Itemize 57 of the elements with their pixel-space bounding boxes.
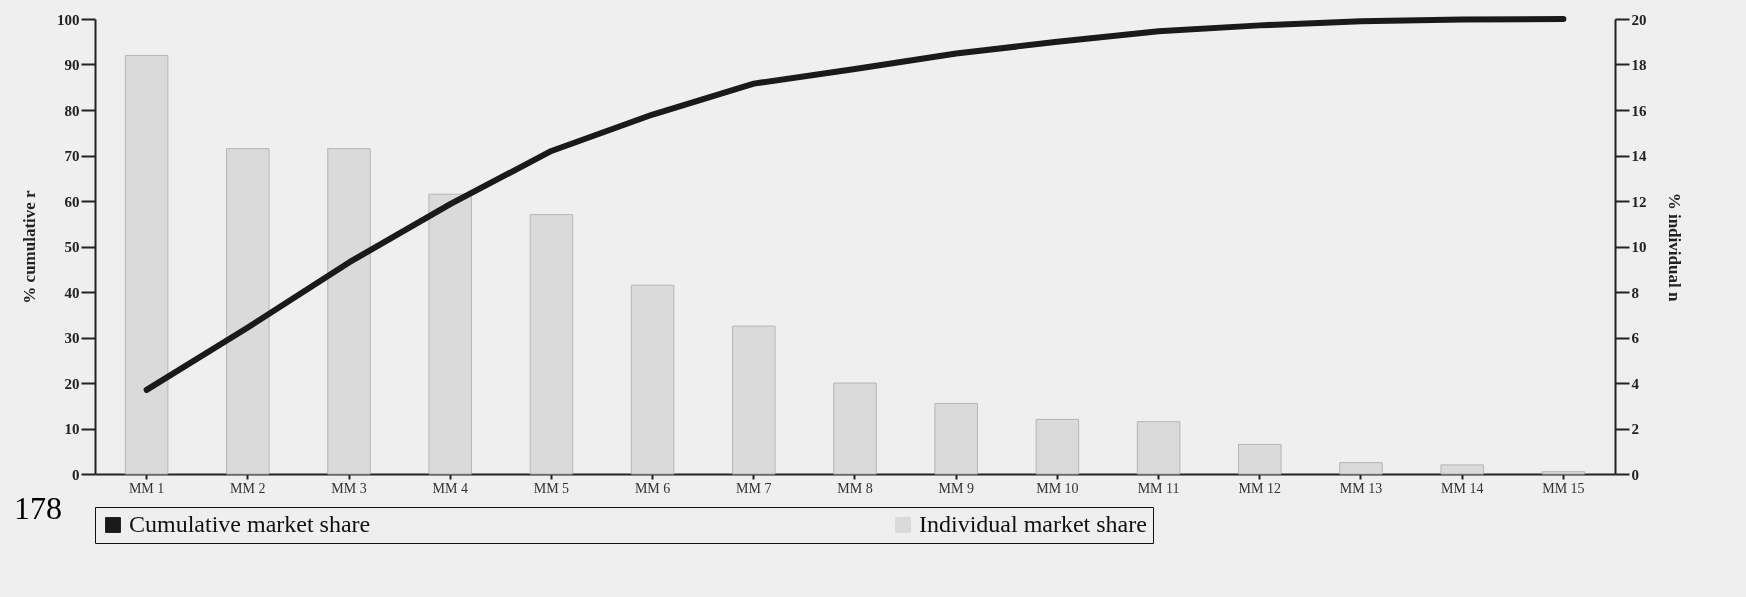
bar	[226, 148, 270, 475]
bar	[1541, 471, 1586, 475]
x-tick-label: MM 4	[432, 480, 468, 496]
x-tick-label: MM 5	[533, 480, 570, 496]
x-tick-label: MM 15	[1542, 480, 1585, 496]
y-axis-title: % cumulative r	[20, 189, 39, 304]
y2-tick-label: 20	[1631, 11, 1647, 28]
y2-tick-label: 14	[1631, 148, 1647, 164]
text: 178	[14, 490, 62, 527]
x-tick-label: MM 2	[230, 480, 266, 496]
x-tick-label: MM 7	[736, 480, 772, 496]
x-tick-label: MM 9	[938, 480, 974, 496]
bar	[1440, 464, 1484, 475]
y-tick-label: 80	[64, 102, 80, 119]
y-tick-label: 70	[64, 148, 80, 164]
y-tick-label: 60	[64, 193, 80, 210]
y2-tick-label: 16	[1631, 102, 1647, 119]
y2-tick-label: 6	[1631, 330, 1640, 346]
y-tick-label: 100	[57, 11, 80, 28]
bar	[630, 284, 675, 475]
x-tick-label: MM 14	[1440, 480, 1484, 496]
y-tick-label: 0	[72, 466, 80, 483]
x-tick-label: MM 3	[331, 480, 367, 496]
x-tick-label: MM 10	[1036, 480, 1079, 496]
x-tick-label: MM 8	[837, 480, 873, 496]
bar	[327, 148, 371, 475]
y2-axis-title: % individual n	[1664, 192, 1684, 302]
bar	[529, 214, 574, 475]
x-tick-label: MM 13	[1339, 480, 1383, 496]
y2-tick-label: 8	[1631, 284, 1639, 301]
y-tick-label: 10	[64, 421, 80, 437]
y2-tick-label: 0	[1631, 466, 1639, 483]
y2-tick-label: 18	[1631, 57, 1647, 73]
y-tick-label: 40	[64, 284, 80, 301]
bar	[833, 382, 877, 475]
bar	[1136, 421, 1181, 475]
legend-label: Cumulative market share	[129, 511, 371, 537]
bar	[1035, 418, 1080, 475]
x-tick-label: MM 12	[1238, 480, 1281, 496]
y2-tick-label: 12	[1631, 193, 1647, 210]
y2-tick-label: 2	[1631, 421, 1639, 437]
y2-tick-label: 10	[1631, 239, 1647, 255]
x-tick-label: MM 6	[634, 480, 671, 496]
bar	[124, 54, 169, 475]
y-tick-label: 50	[64, 239, 80, 255]
bar	[1238, 443, 1282, 475]
x-tick-label: MM 1	[128, 480, 165, 496]
bar	[732, 325, 776, 475]
bar	[428, 193, 472, 475]
bar	[934, 402, 978, 475]
y-tick-label: 90	[64, 57, 80, 73]
y-tick-label: 30	[64, 330, 80, 346]
legend-label: Individual market share	[919, 511, 1147, 537]
y2-tick-label: 4	[1631, 375, 1640, 392]
y-tick-label: 20	[64, 375, 80, 392]
bar	[1339, 462, 1383, 475]
x-tick-label: MM 11	[1137, 480, 1180, 496]
